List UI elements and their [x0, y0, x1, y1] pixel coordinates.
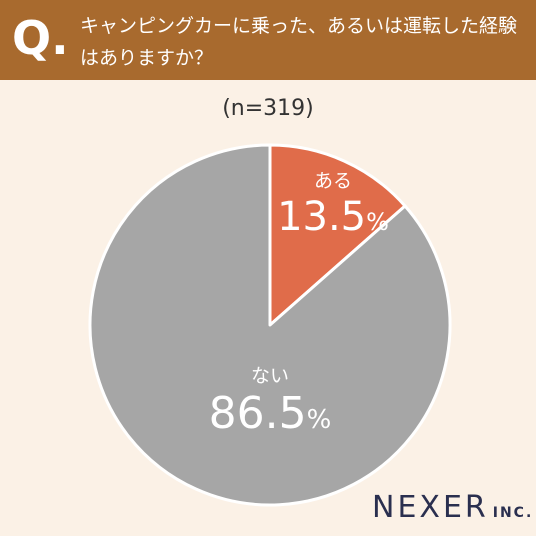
sample-size: (n=319) [222, 96, 314, 121]
pie-slice-no [88, 143, 452, 507]
question-line-1: キャンピングカーに乗った、あるいは運転した経験 [80, 15, 518, 37]
brand-suffix: INC. [492, 505, 534, 521]
brand-logo: NEXER INC. [372, 490, 533, 525]
slice-value-no: 86.5% [209, 388, 332, 439]
q-mark: Q. [12, 11, 69, 65]
slice-label-no: ない [251, 365, 289, 387]
slice-label-yes: ある [314, 170, 352, 192]
pie-slice-yes [268, 143, 407, 327]
slice-value-yes: 13.5% [277, 194, 389, 240]
question-header: Q. キャンピングカーに乗った、あるいは運転した経験 はありますか？ [0, 0, 536, 80]
brand-name: NEXER [372, 490, 489, 525]
question-line-2: はありますか？ [80, 47, 214, 69]
